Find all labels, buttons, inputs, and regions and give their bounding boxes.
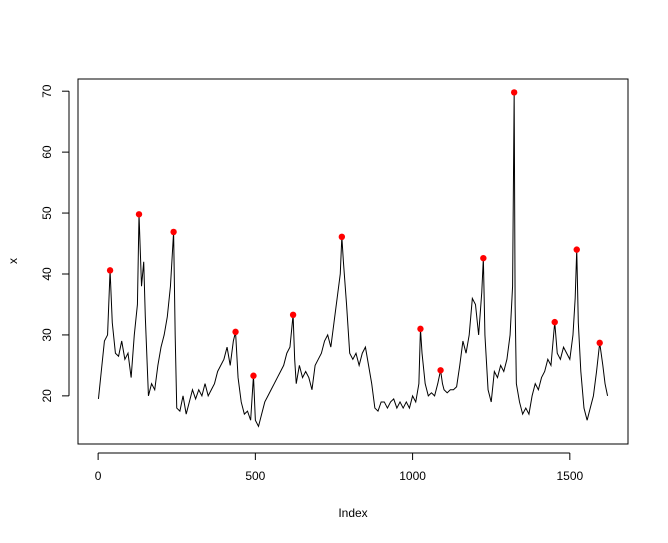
peak-point (437, 367, 444, 374)
plot-box (77, 78, 629, 445)
peak-point (250, 372, 257, 379)
x-tick-label: 1000 (399, 469, 426, 483)
peak-point (417, 325, 424, 333)
peak-point (338, 233, 346, 241)
y-tick-label: 40 (40, 267, 54, 281)
y-tick-label: 30 (40, 328, 54, 342)
y-tick-label: 70 (40, 84, 54, 98)
peak-point (232, 328, 239, 336)
x-axis-label: Index (338, 506, 367, 520)
y-tick-label: 20 (40, 389, 54, 403)
peak-point (596, 339, 603, 347)
y-axis-label: x (6, 258, 20, 264)
data-line (97, 92, 609, 428)
peak-point (551, 318, 558, 326)
y-tick-label: 50 (40, 206, 54, 220)
y-tick-label: 60 (40, 145, 54, 159)
peak-point (480, 254, 487, 262)
peak-point (170, 228, 177, 236)
peak-point (510, 89, 518, 96)
peak-point (135, 211, 143, 218)
x-tick-label: 1500 (556, 469, 583, 483)
peak-point (573, 246, 580, 253)
x-tick-label: 500 (245, 469, 265, 483)
peak-point (106, 267, 114, 274)
peak-point (289, 311, 297, 319)
x-tick-label: 0 (95, 469, 102, 483)
